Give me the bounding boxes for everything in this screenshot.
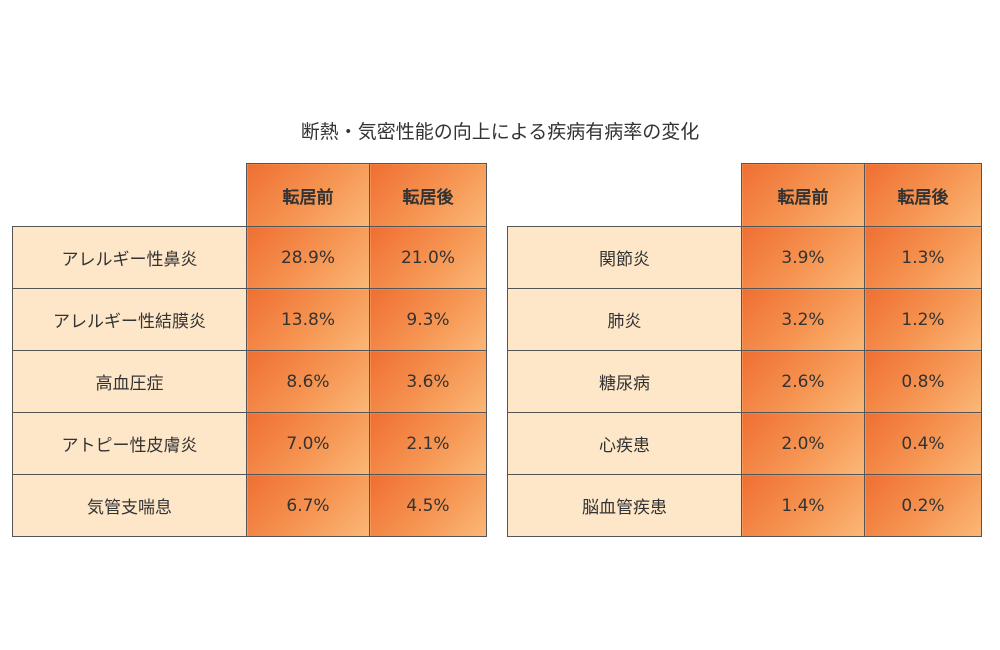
corner-blank — [508, 164, 742, 227]
row-label: 気管支喘息 — [12, 474, 247, 537]
value-after: 0.2% — [864, 474, 982, 537]
value-after: 21.0% — [369, 226, 487, 289]
value-before: 2.0% — [741, 412, 865, 475]
table-row: 肺炎 3.2% 1.2% — [507, 288, 982, 351]
table-row: 脳血管疾患 1.4% 0.2% — [507, 474, 982, 537]
value-after: 0.8% — [864, 350, 982, 413]
value-after: 9.3% — [369, 288, 487, 351]
row-label: 糖尿病 — [507, 350, 742, 413]
row-label: 肺炎 — [507, 288, 742, 351]
value-after: 1.2% — [864, 288, 982, 351]
value-after: 3.6% — [369, 350, 487, 413]
row-label: 心疾患 — [507, 412, 742, 475]
corner-blank — [13, 164, 247, 227]
table-row: アレルギー性鼻炎 28.9% 21.0% — [12, 226, 487, 289]
value-before: 2.6% — [741, 350, 865, 413]
table-row: 心疾患 2.0% 0.4% — [507, 412, 982, 475]
value-after: 0.4% — [864, 412, 982, 475]
row-label: アレルギー性鼻炎 — [12, 226, 247, 289]
value-after: 2.1% — [369, 412, 487, 475]
row-label: アレルギー性結膜炎 — [12, 288, 247, 351]
table-row: 糖尿病 2.6% 0.8% — [507, 350, 982, 413]
value-before: 8.6% — [246, 350, 370, 413]
chart-title: 断熱・気密性能の向上による疾病有病率の変化 — [300, 121, 700, 143]
row-label: アトピー性皮膚炎 — [12, 412, 247, 475]
value-before: 6.7% — [246, 474, 370, 537]
left-table: 転居前 転居後 アレルギー性鼻炎 28.9% 21.0% アレルギー性結膜炎 13.8% 9.… — [12, 163, 487, 537]
value-after: 1.3% — [864, 226, 982, 289]
column-header: 転居前 — [246, 163, 370, 227]
value-before: 3.2% — [741, 288, 865, 351]
row-label: 脳血管疾患 — [507, 474, 742, 537]
column-header: 転居後 — [864, 163, 982, 227]
value-before: 1.4% — [741, 474, 865, 537]
row-label: 高血圧症 — [12, 350, 247, 413]
table-row: 気管支喘息 6.7% 4.5% — [12, 474, 487, 537]
value-after: 4.5% — [369, 474, 487, 537]
table-row: アレルギー性結膜炎 13.8% 9.3% — [12, 288, 487, 351]
header-row: 転居前 転居後 — [13, 163, 487, 227]
column-header: 転居後 — [369, 163, 487, 227]
value-before: 28.9% — [246, 226, 370, 289]
table-row: アトピー性皮膚炎 7.0% 2.1% — [12, 412, 487, 475]
value-before: 7.0% — [246, 412, 370, 475]
header-row: 転居前 転居後 — [508, 163, 982, 227]
value-before: 13.8% — [246, 288, 370, 351]
table-row: 高血圧症 8.6% 3.6% — [12, 350, 487, 413]
value-before: 3.9% — [741, 226, 865, 289]
row-label: 関節炎 — [507, 226, 742, 289]
column-header: 転居前 — [741, 163, 865, 227]
right-table: 転居前 転居後 関節炎 3.9% 1.3% 肺炎 3.2% 1.2% 糖尿病 2.6% 0.8% 心疾… — [507, 163, 982, 537]
table-row: 関節炎 3.9% 1.3% — [507, 226, 982, 289]
